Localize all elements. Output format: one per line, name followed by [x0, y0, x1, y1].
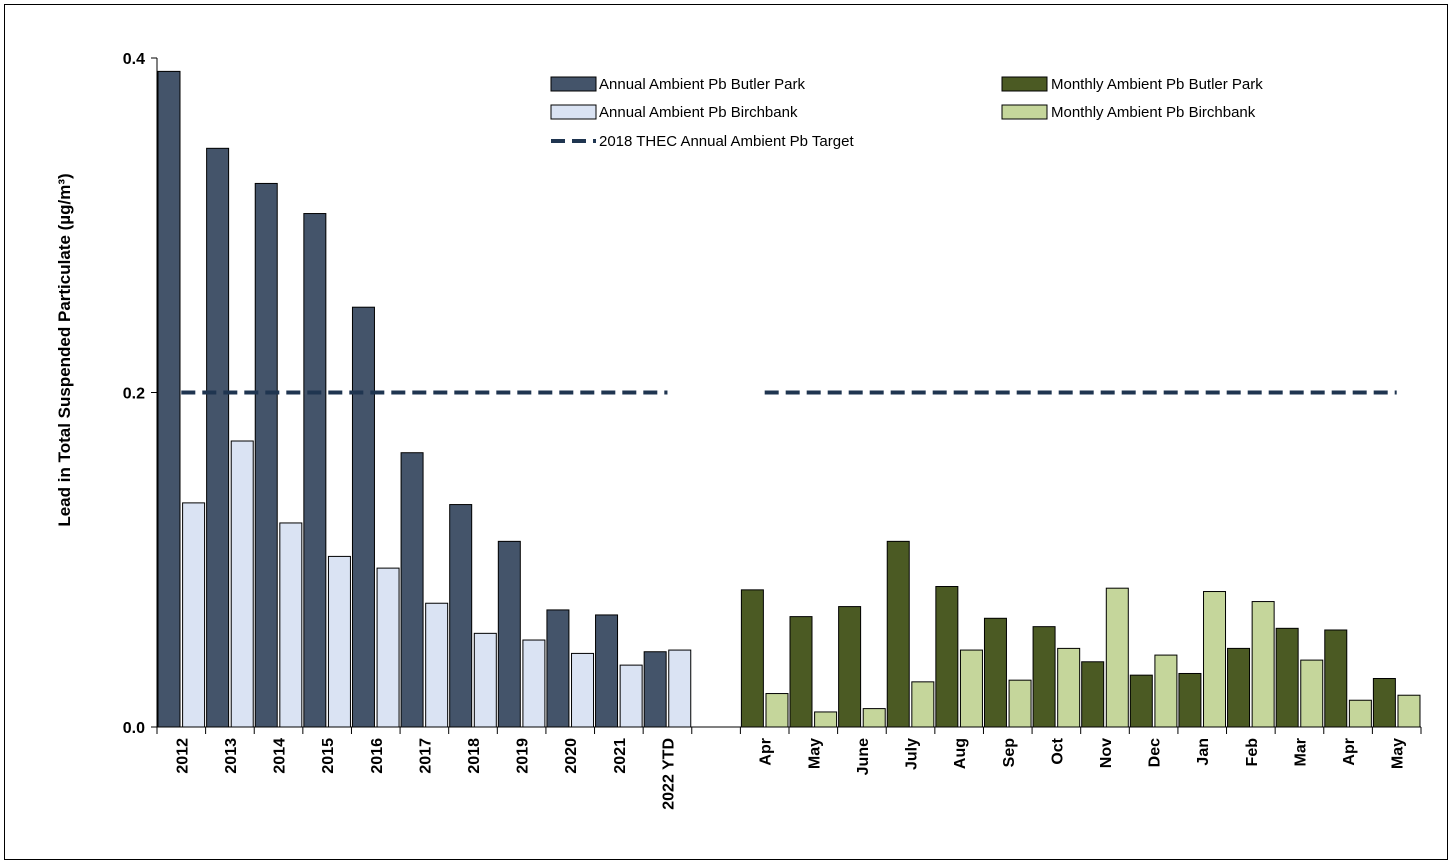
annual-bar-butler-park [497, 540, 521, 728]
annual-bar-butler-park [643, 651, 667, 728]
x-tick-label: 2014 [272, 738, 289, 774]
annual-bar-butler-park [546, 609, 570, 728]
x-tick-label: Apr [758, 738, 775, 766]
monthly-bar-butler-park [789, 616, 813, 728]
annual-bar-birchbank [522, 639, 546, 728]
x-tick-label: June [855, 738, 872, 775]
annual-bar-birchbank [425, 602, 449, 728]
x-tick-label: 2020 [563, 738, 580, 774]
monthly-bar-butler-park [1227, 647, 1251, 728]
annual-bar-butler-park [400, 452, 424, 728]
monthly-bar-butler-park [1032, 626, 1056, 728]
x-tick-label: Oct [1049, 737, 1066, 764]
x-tick-label: Mar [1292, 738, 1309, 766]
legend-swatch-annual-butler [550, 76, 597, 92]
annual-bar-birchbank [182, 502, 206, 728]
x-tick-label: Sep [1001, 738, 1018, 768]
y-tick-label: 0.0 [123, 720, 145, 737]
annual-bar-butler-park [303, 213, 327, 728]
y-tick-label: 0.4 [123, 51, 145, 68]
monthly-bar-butler-park [935, 586, 959, 728]
monthly-bar-birchbank [814, 711, 838, 728]
annual-bar-birchbank [619, 664, 643, 728]
monthly-bar-birchbank [1348, 699, 1372, 728]
x-tick-label: Jan [1195, 738, 1212, 766]
x-tick-label: May [1390, 738, 1407, 769]
x-tick-label: Dec [1147, 738, 1164, 767]
annual-bar-birchbank [279, 522, 303, 728]
chart-frame [4, 4, 1448, 860]
legend: Annual Ambient Pb Butler Park Annual Amb… [550, 76, 1263, 150]
x-tick-label: 2021 [612, 738, 629, 774]
monthly-bar-birchbank [1251, 601, 1275, 728]
monthly-bar-birchbank [1203, 591, 1227, 728]
monthly-bar-birchbank [1300, 659, 1324, 728]
annual-bar-butler-park [595, 614, 619, 728]
annual-bar-birchbank [571, 652, 595, 728]
y-axis-label: Lead in Total Suspended Particulate (µg/… [55, 173, 74, 526]
x-tick-label: 2013 [223, 738, 240, 774]
x-tick-label: July [904, 738, 921, 770]
monthly-bar-butler-park [1372, 677, 1396, 728]
annual-bar-birchbank [327, 555, 351, 728]
x-tick-label: 2018 [466, 738, 483, 774]
y-tick-label: 0.2 [123, 386, 145, 403]
x-tick-label: 2016 [369, 738, 386, 774]
monthly-bar-butler-park [740, 589, 764, 728]
legend-swatch-monthly-birchbank [1001, 104, 1048, 120]
x-tick-label: 2019 [515, 738, 532, 774]
monthly-bar-birchbank [1057, 647, 1081, 728]
annual-bar-birchbank [230, 440, 254, 728]
legend-swatch-monthly-butler [1001, 76, 1048, 92]
monthly-bar-butler-park [1324, 629, 1348, 728]
x-tick-label: May [806, 738, 823, 769]
x-tick-label: Feb [1244, 738, 1261, 767]
plot-area: 0.0 0.2 0.4 2012 2013 2014 2015 2016 2017 2018 201… [123, 51, 1422, 810]
legend-label-annual-birchbank: Annual Ambient Pb Birchbank [599, 104, 798, 121]
annual-bar-birchbank [668, 649, 692, 728]
x-tick-label: Nov [1098, 738, 1115, 768]
legend-label-monthly-butler: Monthly Ambient Pb Butler Park [1051, 76, 1263, 93]
monthly-bar-butler-park [1129, 674, 1153, 728]
x-tick-label: 2017 [417, 738, 434, 774]
monthly-bar-butler-park [1178, 672, 1202, 728]
legend-swatch-annual-birchbank [550, 104, 597, 120]
monthly-bar-birchbank [1105, 587, 1129, 728]
monthly-bar-butler-park [886, 540, 910, 728]
annual-bar-butler-park [157, 70, 181, 728]
monthly-bar-birchbank [862, 708, 886, 728]
monthly-bar-butler-park [1081, 661, 1105, 728]
monthly-bar-birchbank [1008, 679, 1032, 728]
monthly-bar-birchbank [765, 693, 789, 728]
annual-bar-butler-park [254, 182, 278, 728]
monthly-bar-butler-park [983, 617, 1007, 728]
annual-bar-butler-park [351, 306, 375, 728]
monthly-bar-birchbank [959, 649, 983, 728]
monthly-bar-birchbank [1154, 654, 1178, 728]
x-tick-label: 2022 YTD [660, 738, 677, 810]
monthly-bar-butler-park [838, 606, 862, 728]
x-tick-label: Aug [952, 738, 969, 769]
monthly-bar-birchbank [911, 681, 935, 728]
monthly-bar-birchbank [1397, 694, 1421, 728]
x-tick-label: Apr [1341, 738, 1358, 766]
legend-label-annual-butler: Annual Ambient Pb Butler Park [599, 76, 805, 93]
x-tick-label: 2012 [174, 738, 191, 774]
x-tick-label: 2015 [320, 738, 337, 774]
legend-label-target: 2018 THEC Annual Ambient Pb Target [599, 133, 854, 150]
annual-bar-birchbank [376, 567, 400, 728]
annual-bar-butler-park [206, 147, 230, 728]
legend-label-monthly-birchbank: Monthly Ambient Pb Birchbank [1051, 104, 1256, 121]
annual-bar-birchbank [473, 632, 497, 728]
monthly-bar-butler-park [1275, 627, 1299, 728]
annual-bar-butler-park [449, 504, 473, 728]
